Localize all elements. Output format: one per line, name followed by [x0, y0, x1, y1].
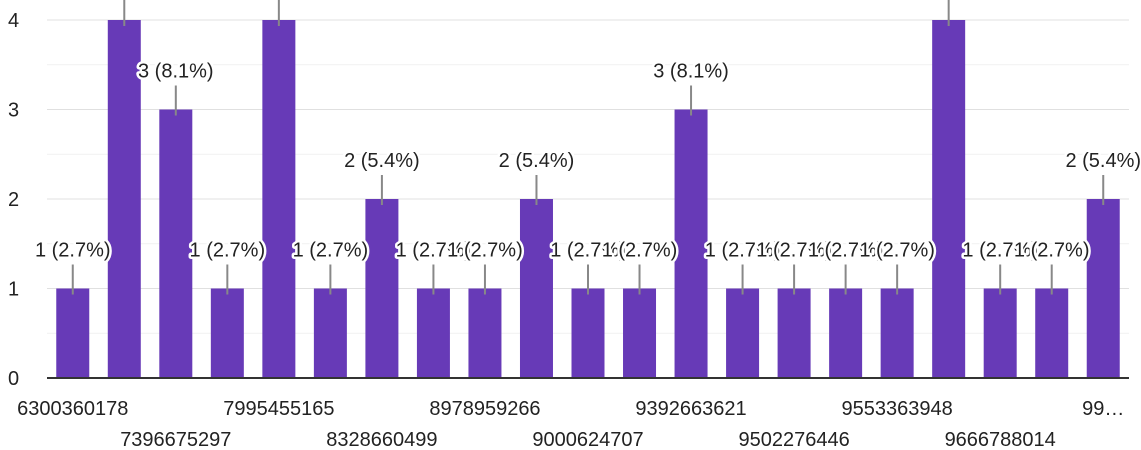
x-tick-label: 7995455165	[223, 398, 334, 420]
data-label: 1 (2.7%)	[602, 240, 678, 262]
bar	[1086, 199, 1120, 378]
data-label: 3 (8.1%)	[653, 61, 729, 83]
data-label: 1 (2.7%)	[756, 240, 832, 262]
bar	[56, 288, 90, 378]
y-tick-label: 2	[8, 189, 19, 211]
y-tick-label: 0	[8, 368, 19, 390]
bar	[468, 288, 502, 378]
bars	[56, 20, 1120, 378]
data-label: 2 (5.4%)	[1065, 150, 1141, 172]
bar	[777, 288, 811, 378]
y-tick-label: 1	[8, 279, 19, 301]
y-tick-label: 4	[8, 10, 19, 32]
bar	[571, 288, 605, 378]
data-label: 2 (5.4%)	[344, 150, 420, 172]
data-label: 1 (2.7%)	[293, 240, 369, 262]
bar	[674, 109, 708, 378]
data-label: 1 (2.7%)	[808, 240, 884, 262]
x-tick-label: 99…	[1082, 398, 1124, 420]
data-labels: 1 (2.7%)4 (10.8%)3 (8.1%)1 (2.7%)4 (10.8…	[32, 0, 1141, 295]
bar	[210, 288, 244, 378]
bar	[880, 288, 914, 378]
data-label: 1 (2.7%)	[705, 240, 781, 262]
data-label: 2 (5.4%)	[499, 150, 575, 172]
bar	[726, 288, 760, 378]
bar	[1035, 288, 1069, 378]
bar	[623, 288, 657, 378]
data-label: 1 (2.7%)	[396, 240, 472, 262]
x-axis-ticks: 6300360178 7396675297 7995455165 8328660499…	[17, 398, 1124, 450]
data-label: 1 (2.7%)	[190, 240, 266, 262]
bar	[313, 288, 347, 378]
x-tick-label: 9666788014	[945, 429, 1056, 450]
data-label: 1 (2.7%)	[962, 240, 1038, 262]
x-tick-label: 9392663621	[635, 398, 746, 420]
x-tick-label: 7396675297	[120, 429, 231, 450]
bar	[107, 20, 141, 378]
data-label: 1 (2.7%)	[859, 240, 935, 262]
bar	[519, 199, 553, 378]
x-tick-label: 6300360178	[17, 398, 128, 420]
bar	[932, 20, 966, 378]
bar	[829, 288, 863, 378]
x-tick-label: 9502276446	[738, 429, 849, 450]
data-label: 1 (2.7%)	[1014, 240, 1090, 262]
x-tick-label: 8328660499	[326, 429, 437, 450]
bar	[416, 288, 450, 378]
bar	[262, 20, 296, 378]
data-label: 1 (2.7%)	[550, 240, 626, 262]
y-axis-ticks: 0 1 2 3 4	[8, 10, 19, 390]
y-tick-label: 3	[8, 100, 19, 122]
bar	[159, 109, 193, 378]
x-tick-label: 8978959266	[429, 398, 540, 420]
data-label: 1 (2.7%)	[35, 240, 111, 262]
bar	[983, 288, 1017, 378]
x-tick-label: 9553363948	[842, 398, 953, 420]
data-label: 1 (2.7%)	[447, 240, 523, 262]
data-label: 3 (8.1%)	[138, 61, 214, 83]
x-tick-label: 9000624707	[532, 429, 643, 450]
bar	[365, 199, 399, 378]
